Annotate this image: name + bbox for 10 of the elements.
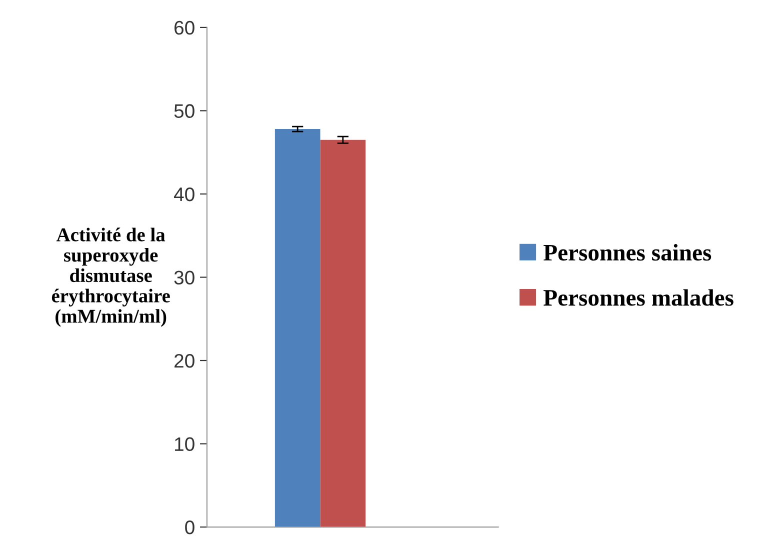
legend-label: Personnes saines: [544, 244, 712, 261]
y-tick-label: 0: [185, 520, 194, 534]
y-tick-label: 30: [174, 270, 194, 284]
y-tick-label: 20: [174, 354, 194, 368]
y-tick-label: 10: [175, 437, 194, 452]
y-tick-label: 50: [174, 104, 194, 118]
y-axis-title: Activité de la superoxyde dismutase érythrocytaire (mM/min/ml): [52, 228, 170, 327]
legend-label: Personnes malades: [544, 289, 734, 306]
y-tick-label: 40: [174, 187, 194, 202]
y-tick-label: 60: [174, 20, 194, 35]
